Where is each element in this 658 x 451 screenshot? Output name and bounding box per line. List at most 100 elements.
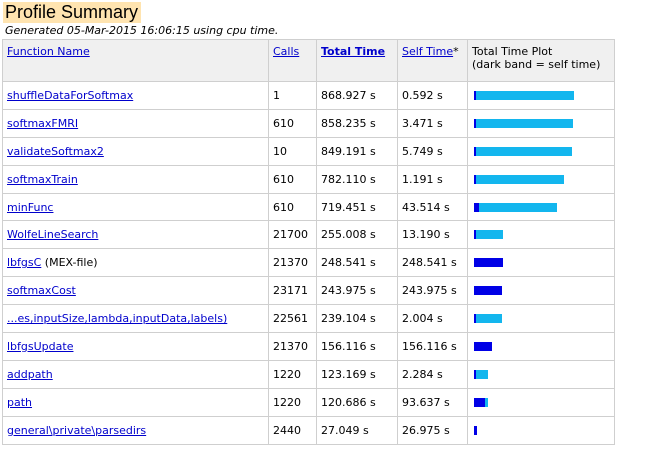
total-time-plot-cell — [467, 81, 615, 110]
profile-table: Function Name Calls Total Time Self Time… — [2, 39, 615, 445]
remaining-time-band — [476, 230, 503, 240]
function-link[interactable]: softmaxFMRI — [7, 116, 79, 130]
function-name-cell: general\private\parsedirs — [2, 415, 269, 445]
function-link[interactable]: path — [7, 395, 33, 409]
self-time-cell: 156.116 s — [397, 332, 468, 361]
total-time-bar — [474, 314, 502, 324]
sort-by-total-time-link[interactable]: Total Time — [321, 45, 386, 58]
self-time-band — [474, 425, 477, 435]
function-name-cell: path — [2, 387, 269, 417]
self-time-cell: 243.975 s — [397, 276, 468, 306]
total-time-plot-cell — [467, 220, 615, 250]
table-header-row: Function Name Calls Total Time Self Time… — [2, 39, 615, 82]
function-link[interactable]: lbfgsUpdate — [7, 339, 74, 353]
function-link[interactable]: addpath — [7, 367, 53, 381]
total-time-bar — [474, 230, 503, 240]
self-time-cell: 248.541 s — [397, 248, 468, 278]
total-time-cell: 123.169 s — [316, 359, 398, 389]
self-time-cell: 2.004 s — [397, 304, 468, 334]
total-time-bar — [474, 118, 573, 128]
self-time-band — [474, 342, 492, 352]
self-time-cell: 5.749 s — [397, 136, 468, 166]
plot-header-title: Total Time Plot — [472, 45, 553, 58]
function-name-cell: WolfeLineSearch — [2, 220, 269, 250]
calls-cell: 610 — [268, 192, 317, 222]
function-name-cell: validateSoftmax2 — [2, 136, 269, 166]
function-link[interactable]: softmaxTrain — [7, 172, 78, 186]
function-name-cell: lbfgsUpdate — [2, 332, 269, 361]
self-time-band — [474, 258, 503, 268]
calls-cell: 21700 — [268, 220, 317, 250]
calls-cell: 10 — [268, 136, 317, 166]
total-time-plot-cell — [467, 415, 615, 445]
total-time-bar — [474, 258, 503, 268]
table-row: addpath 1220 123.169 s 2.284 s — [2, 359, 615, 389]
total-time-bar — [474, 174, 564, 184]
sort-by-calls-link[interactable]: Calls — [273, 45, 300, 58]
total-time-cell: 27.049 s — [316, 415, 398, 445]
self-time-band — [474, 91, 476, 100]
table-row: softmaxTrain 610 782.110 s 1.191 s — [2, 164, 615, 194]
table-row: validateSoftmax2 10 849.191 s 5.749 s — [2, 136, 615, 166]
total-time-plot-cell — [467, 248, 615, 278]
function-link[interactable]: WolfeLineSearch — [7, 228, 99, 242]
total-time-plot-cell — [467, 304, 615, 334]
table-row: softmaxCost 23171 243.975 s 243.975 s — [2, 276, 615, 306]
remaining-time-band — [476, 118, 573, 128]
self-time-cell: 26.975 s — [397, 415, 468, 445]
total-time-cell: 782.110 s — [316, 164, 398, 194]
table-row: ...es,inputSize,lambda,inputData,labels)… — [2, 304, 615, 334]
sort-by-function-name-link[interactable]: Function Name — [7, 45, 90, 58]
function-link[interactable]: shuffleDataForSoftmax — [7, 88, 134, 102]
self-time-cell: 13.190 s — [397, 220, 468, 250]
total-time-header: Total Time — [316, 39, 398, 82]
table-body: shuffleDataForSoftmax 1 868.927 s 0.592 s so… — [2, 81, 615, 445]
function-name-cell: shuffleDataForSoftmax — [2, 81, 269, 110]
remaining-time-band — [476, 174, 564, 184]
function-link[interactable]: lbfgsC — [7, 256, 42, 270]
total-time-plot-cell — [467, 192, 615, 222]
self-time-header: Self Time* — [397, 39, 468, 82]
calls-cell: 610 — [268, 108, 317, 138]
self-time-cell: 2.284 s — [397, 359, 468, 389]
function-link[interactable]: ...es,inputSize,lambda,inputData,labels) — [7, 312, 228, 326]
function-link[interactable]: softmaxCost — [7, 284, 76, 298]
sort-by-self-time-link[interactable]: Self Time — [402, 45, 454, 58]
self-time-cell: 43.514 s — [397, 192, 468, 222]
total-time-cell: 156.116 s — [316, 332, 398, 361]
total-time-plot-cell — [467, 164, 615, 194]
self-time-band — [474, 202, 479, 212]
total-time-cell: 248.541 s — [316, 248, 398, 278]
table-row: path 1220 120.686 s 93.637 s — [2, 387, 615, 417]
total-time-plot-cell — [467, 332, 615, 361]
total-time-plot-cell — [467, 359, 615, 389]
self-time-cell: 1.191 s — [397, 164, 468, 194]
calls-cell: 22561 — [268, 304, 317, 334]
self-time-band — [474, 118, 476, 128]
function-link[interactable]: minFunc — [7, 200, 54, 214]
self-time-band — [474, 369, 476, 379]
self-time-band — [474, 146, 476, 156]
total-time-cell: 120.686 s — [316, 387, 398, 417]
table-row: WolfeLineSearch 21700 255.008 s 13.190 s — [2, 220, 615, 250]
generated-timestamp: Generated 05-Mar-2015 16:06:15 using cpu… — [5, 24, 279, 37]
self-time-cell: 93.637 s — [397, 387, 468, 417]
function-name-cell: ...es,inputSize,lambda,inputData,labels) — [2, 304, 269, 334]
remaining-time-band — [476, 91, 574, 100]
function-name-cell: softmaxFMRI — [2, 108, 269, 138]
total-time-bar — [474, 425, 477, 435]
self-time-band — [474, 174, 476, 184]
calls-cell: 21370 — [268, 248, 317, 278]
self-time-band — [474, 397, 485, 407]
total-time-bar — [474, 146, 572, 156]
table-row: softmaxFMRI 610 858.235 s 3.471 s — [2, 108, 615, 138]
function-link[interactable]: general\private\parsedirs — [7, 423, 147, 437]
total-time-bar — [474, 202, 557, 212]
plot-header-legend: (dark band = self time) — [472, 58, 601, 71]
total-time-cell: 243.975 s — [316, 276, 398, 306]
total-time-cell: 849.191 s — [316, 136, 398, 166]
calls-header: Calls — [268, 39, 317, 82]
function-link[interactable]: validateSoftmax2 — [7, 144, 104, 158]
total-time-cell: 719.451 s — [316, 192, 398, 222]
total-time-plot-header: Total Time Plot (dark band = self time) — [467, 39, 615, 82]
